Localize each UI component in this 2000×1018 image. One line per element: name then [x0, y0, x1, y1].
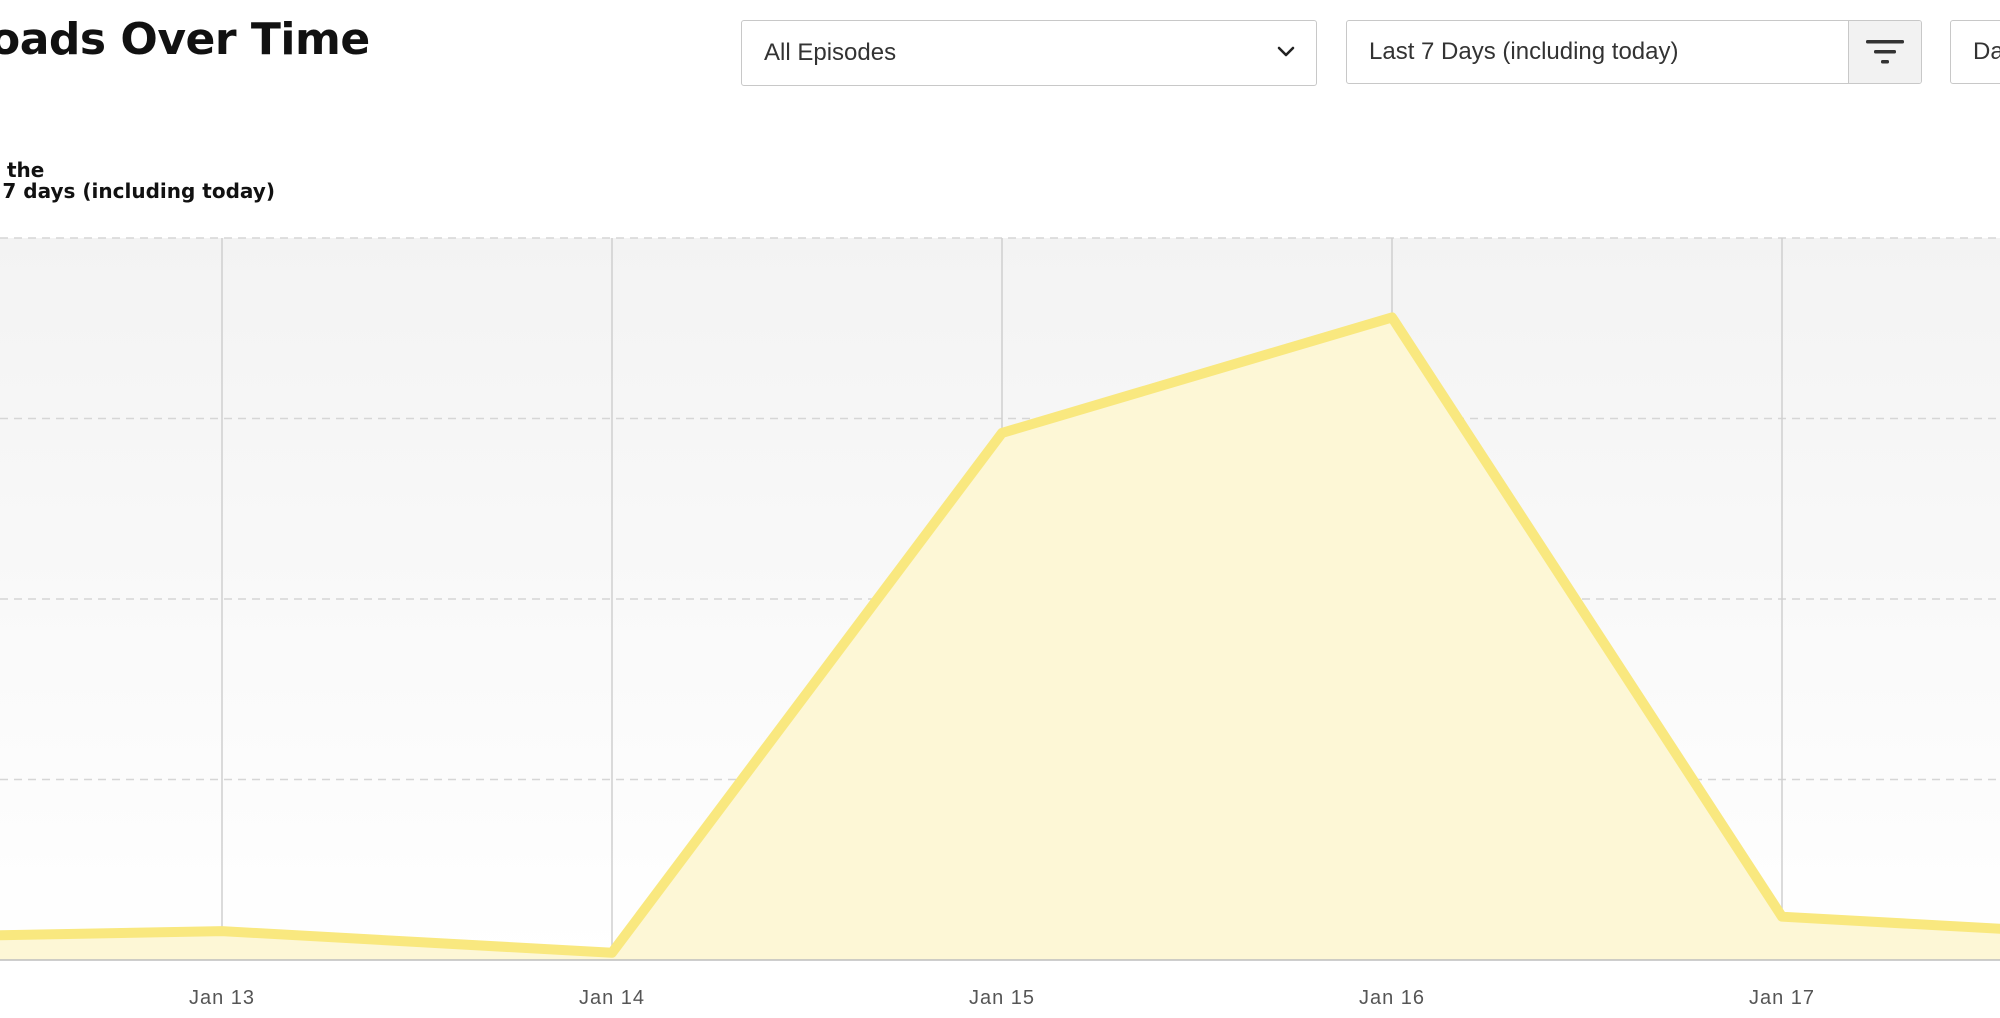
x-tick-label: Jan 15: [969, 987, 1035, 1009]
episode-select-value: All Episodes: [764, 39, 897, 66]
page-title: oads Over Time: [0, 14, 370, 65]
x-tick-labels: Jan 13 Jan 14 Jan 15 Jan 16 Jan 17: [189, 987, 1815, 1009]
interval-select-value: Da: [1973, 38, 2000, 65]
data-point: [1781, 915, 1783, 918]
subtitle-line-1: the: [7, 158, 45, 182]
date-range-select-value: Last 7 Days (including today): [1369, 38, 1679, 65]
episode-select[interactable]: All Episodes: [741, 20, 1317, 86]
x-tick-label: Jan 14: [579, 987, 645, 1009]
filter-button[interactable]: [1848, 21, 1921, 83]
filter-icon: [1866, 40, 1904, 64]
date-range-select[interactable]: Last 7 Days (including today): [1346, 20, 1922, 84]
chart-subtitle: the st 7 days (including today): [0, 160, 275, 202]
data-point: [221, 930, 223, 933]
data-point: [1001, 431, 1003, 434]
data-point: [611, 951, 613, 954]
x-tick-label: Jan 13: [189, 987, 255, 1009]
x-tick-label: Jan 16: [1359, 987, 1425, 1009]
x-tick-label: Jan 17: [1749, 987, 1815, 1009]
chevron-down-icon: [1277, 46, 1295, 57]
interval-select[interactable]: Da: [1950, 20, 2000, 84]
subtitle-line-2: st 7 days (including today): [0, 179, 275, 203]
series-area-fill: [0, 317, 2000, 960]
data-point: [1391, 316, 1393, 319]
series-area: [0, 312, 2000, 960]
